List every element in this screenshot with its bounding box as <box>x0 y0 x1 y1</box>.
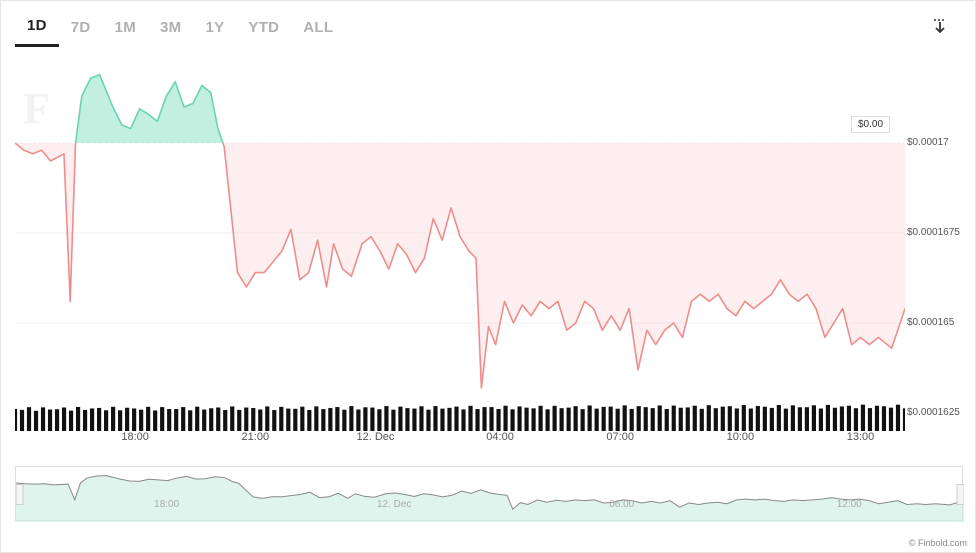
tab-3m[interactable]: 3M <box>148 13 193 46</box>
y-axis: $0.00017$0.0001675$0.000165$0.0001625 <box>907 71 975 431</box>
range-tabs: 1D 7D 1M 3M 1Y YTD ALL <box>1 1 975 47</box>
price-chart[interactable] <box>15 71 905 431</box>
tab-1d[interactable]: 1D <box>15 11 59 47</box>
export-icon[interactable] <box>933 19 947 40</box>
credit-label: © Finbold.com <box>909 538 967 548</box>
navigator[interactable] <box>15 466 963 521</box>
x-axis: 18:0021:0012. Dec04:0007:0010:0013:00 <box>15 431 905 449</box>
tab-7d[interactable]: 7D <box>59 13 103 46</box>
tab-1m[interactable]: 1M <box>103 13 148 46</box>
tab-1y[interactable]: 1Y <box>193 13 236 46</box>
tab-all[interactable]: ALL <box>291 13 345 46</box>
tab-ytd[interactable]: YTD <box>236 13 291 46</box>
price-flag: $0.00 <box>851 116 890 133</box>
